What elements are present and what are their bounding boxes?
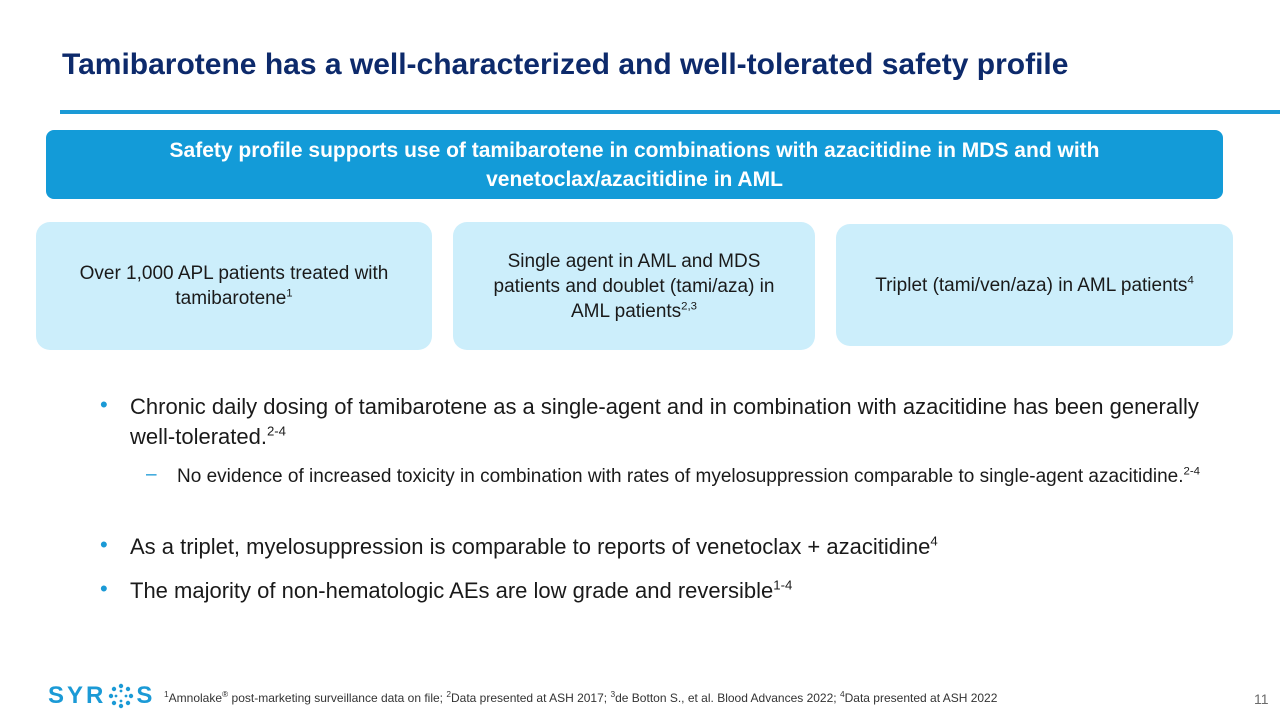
registered-mark: ® [222,689,229,699]
footnote: 1Amnolake® post-marketing surveillance d… [164,689,997,705]
card-triplet: Triplet (tami/ven/aza) in AML patients4 [836,224,1233,346]
card-apl-patients: Over 1,000 APL patients treated with tam… [36,222,432,350]
card-citation: 1 [286,287,293,300]
bullet-citation: 1-4 [773,577,793,593]
summary-banner: Safety profile supports use of tamibarot… [46,130,1223,199]
sub-bullet-item: No evidence of increased toxicity in com… [177,464,1227,490]
card-citation: 2,3 [681,300,698,313]
footnote-text: Data presented at ASH 2017; [451,691,611,705]
card-text: Triplet (tami/ven/aza) in AML patients [875,274,1188,296]
logo-text-start: SYR [48,682,107,709]
logo-text-end: S [136,682,156,709]
bullet-text: Chronic daily dosing of tamibarotene as … [130,394,1199,449]
title-divider [60,110,1280,114]
bullet-citation: 4 [930,533,938,549]
card-single-agent-doublet: Single agent in AML and MDS patients and… [453,222,815,350]
footnote-ref: 2 [446,689,451,699]
bullet-marker: • [100,392,108,417]
bullet-item: Chronic daily dosing of tamibarotene as … [130,392,1220,452]
bullet-text: The majority of non-hematologic AEs are … [130,578,774,603]
page-number: 11 [1254,691,1269,707]
footnote-ref: 4 [839,689,845,699]
bullet-citation: 2-4 [1183,465,1200,478]
bullet-marker: • [100,576,108,601]
slide-title: Tamibarotene has a well-characterized an… [62,48,1069,81]
syros-logo: SYR S [48,682,155,710]
footnote-text: Amnolake [168,691,223,705]
card-text: Single agent in AML and MDS patients and… [493,250,775,322]
card-citation: 4 [1187,274,1194,287]
card-text: Over 1,000 APL patients treated with tam… [79,263,389,309]
footnote-text: Data presented at ASH 2022 [844,691,998,705]
bullet-citation: 2-4 [266,423,287,439]
bullet-marker: • [100,532,108,557]
sub-bullet-marker: – [146,464,157,485]
bullet-item: As a triplet, myelosuppression is compar… [130,532,1220,562]
footnote-ref: 1 [164,689,169,699]
footnote-text: de Botton S., et al. Blood Advances 2022… [615,691,840,705]
bullet-text: No evidence of increased toxicity in com… [177,466,1184,487]
logo-o-dots-icon [109,683,134,709]
footnote-text: post-marketing surveillance data on file… [228,691,447,705]
bullet-item: The majority of non-hematologic AEs are … [130,576,1220,606]
footnote-ref: 3 [610,689,616,699]
bullet-text: As a triplet, myelosuppression is compar… [130,534,931,559]
